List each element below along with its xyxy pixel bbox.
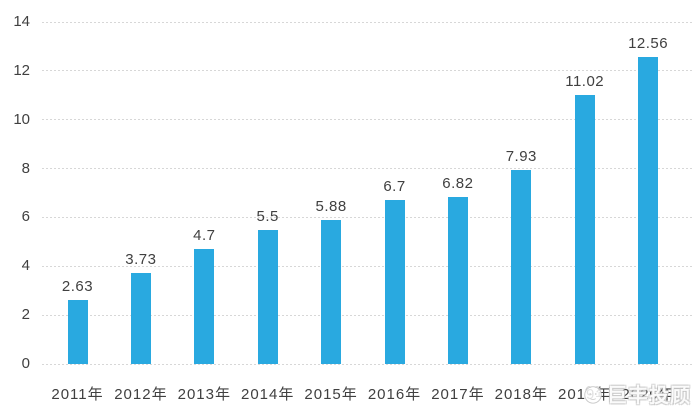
value-label: 12.56 (628, 35, 669, 53)
plot-area: 2.63 3.73 4.7 5.5 5.88 6.7 6.82 7.93 11.02 12.56 (42, 21, 693, 365)
value-label: 6.82 (442, 175, 474, 193)
value-label: 3.73 (125, 250, 157, 268)
x-tick-label: 2017年 (431, 386, 485, 403)
gridline-y-8 (42, 168, 693, 170)
gridline-y-0 (42, 363, 693, 365)
y-axis: 0 2 4 6 8 10 12 14 (0, 14, 30, 372)
x-tick-label: 2011年 (51, 386, 104, 403)
bar-2017年 (447, 197, 468, 364)
bar-2014年 (257, 229, 278, 364)
x-tick-label: 2019年 (558, 386, 612, 403)
x-tick-label: 2013年 (177, 386, 231, 403)
y-tick-label: 12 (13, 61, 30, 79)
bar-2015年 (321, 220, 342, 364)
bar-2016年 (384, 200, 405, 364)
x-tick-label: 2012年 (114, 386, 168, 403)
value-label: 7.93 (505, 148, 537, 166)
gridline-y-14 (42, 21, 693, 23)
x-tick-label: 2020年 (621, 386, 675, 403)
value-label: 5.88 (315, 198, 347, 216)
value-label: 5.5 (256, 207, 279, 225)
x-tick-label: 2014年 (241, 386, 295, 403)
x-axis: 2011年 2012年 2013年 2014年 2015年 2016年 2017年 2018年… (42, 383, 693, 405)
value-label: 4.7 (193, 227, 216, 245)
value-label: 2.63 (61, 277, 94, 295)
x-tick-label: 2015年 (304, 386, 358, 403)
gridline-y-12 (42, 70, 693, 72)
value-label: 6.7 (383, 178, 406, 196)
gridline-y-4 (42, 265, 693, 267)
bar-2019年 (574, 94, 595, 364)
y-tick-label: 2 (21, 306, 30, 324)
gridline-y-10 (42, 119, 693, 121)
bar-2020年 (638, 57, 659, 364)
x-tick-label: 2018年 (494, 386, 548, 403)
y-tick-label: 10 (13, 110, 30, 128)
gridline-y-2 (42, 314, 693, 316)
y-tick-label: 4 (21, 257, 30, 275)
y-tick-label: 0 (21, 355, 30, 372)
y-tick-label: 8 (21, 159, 30, 177)
gridline-y-6 (42, 216, 693, 218)
y-tick-label: 14 (13, 13, 30, 30)
bar-2013年 (194, 249, 215, 364)
bar-2012年 (130, 272, 151, 364)
y-tick-label: 6 (21, 208, 30, 226)
bar-2011年 (67, 299, 88, 364)
x-tick-label: 2016年 (367, 386, 422, 403)
value-label: 11.02 (565, 72, 605, 90)
bar-2018年 (511, 170, 532, 364)
